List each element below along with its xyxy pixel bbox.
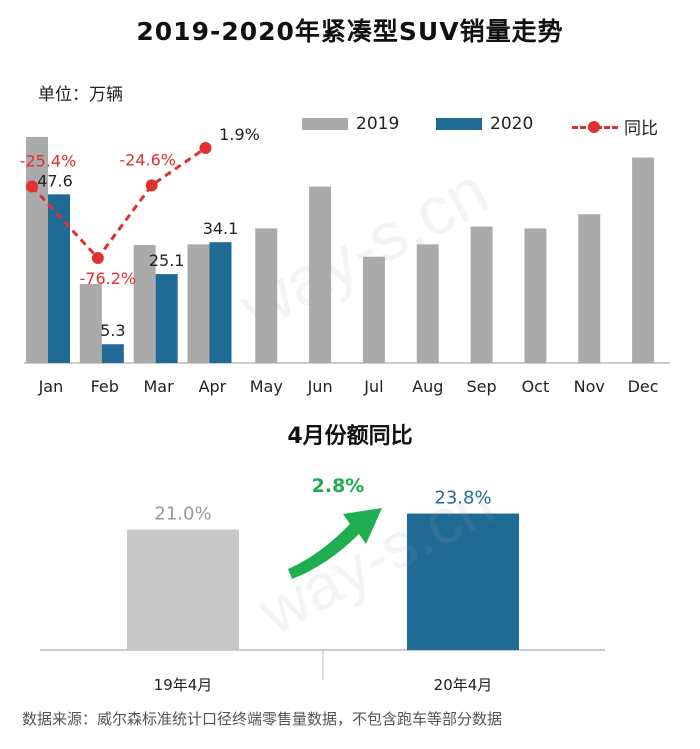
data-label-2020-feb: 5.3 [100,321,125,340]
bar-2020-apr [209,242,232,363]
yoy-point-feb [91,252,104,264]
share-bar-2020 [407,513,519,650]
data-label-2020-mar: 25.1 [149,251,185,270]
data-label-2020-jan: 47.6 [37,171,73,190]
yoy-label-jan: -25.4% [20,151,77,170]
legend-item-2020: 2020 [436,114,533,134]
x-tick-jun: Jun [307,377,333,396]
share-label-2019: 21.0% [154,504,211,525]
legend-item-yoy: 同比 [572,114,658,139]
chart-title: 2019-2020年紧凑型SUV销量走势 [136,17,564,46]
share-change-label: 2.8% [312,475,365,497]
yoy-point-apr [199,142,212,154]
x-tick-nov: Nov [574,377,605,396]
bar-2019-apr [187,244,210,363]
bar-2019-dec [632,157,655,363]
bar-2019-mar [133,245,156,363]
x-tick-apr: Apr [199,377,227,396]
legend-item-2019: 2019 [302,114,399,134]
bar-2020-jan [48,194,70,363]
legend-swatch-2020 [436,118,482,130]
legend-label-yoy: 同比 [624,119,658,139]
growth-arrow-icon [288,508,382,579]
yoy-label-feb: -76.2% [80,269,137,288]
bar-2019-nov [578,214,601,363]
yoy-line [30,146,207,261]
unit-label: 单位：万辆 [38,85,123,105]
x-tick-mar: Mar [143,377,174,396]
share-label-2020: 23.8% [434,488,491,509]
x-tick-dec: Dec [628,377,659,396]
yoy-point-mar [145,179,158,192]
legend-label-2020: 2020 [490,114,534,134]
bar-2020-feb [101,344,124,363]
x-tick-jul: Jul [363,377,383,396]
x-tick-oct: Oct [522,377,550,396]
bar-2020-mar [155,274,178,363]
legend-swatch-2019 [302,118,348,130]
data-source-note: 数据来源：威尔森标准统计口径终端零售量数据，不包含跑车等部分数据 [22,710,503,728]
bar-2019-oct [524,228,547,363]
bar-2019-aug [416,244,439,363]
legend: 2019 2020 同比 [0,114,700,139]
share-bar-2019 [127,529,239,650]
legend-line-yoy [572,120,618,134]
x-tick-jan: Jan [38,377,64,396]
yoy-label-mar: -24.6% [119,150,176,169]
x-tick-may: May [250,377,283,396]
share-x-tick-2019: 19年4月 [154,676,213,694]
data-label-2020-apr: 34.1 [203,219,239,238]
bar-2019-feb [79,283,102,363]
share-x-tick-2020: 20年4月 [434,676,493,694]
bar-2019-sep [470,226,493,363]
bar-2019-may [255,228,278,363]
x-tick-sep: Sep [467,377,497,396]
yoy-point-jan [26,180,38,193]
yoy-label-apr: 1.9% [219,125,260,144]
share-chart-title: 4月份额同比 [287,424,413,449]
x-tick-aug: Aug [412,377,443,396]
bar-2019-jan [26,136,48,363]
bar-2019-jun [309,186,332,363]
x-tick-feb: Feb [91,377,119,396]
legend-label-2019: 2019 [356,114,400,134]
bar-2019-jul [362,256,385,363]
